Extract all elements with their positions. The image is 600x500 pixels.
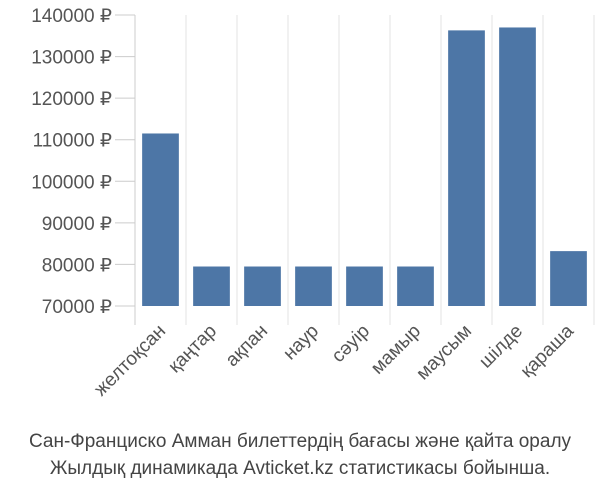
x-tick-label: сәуір [328, 321, 374, 367]
y-tick-label: 90000 ₽ [42, 214, 112, 235]
x-tick-label: маусым [412, 321, 476, 385]
bar [448, 30, 485, 306]
x-tick-label: наур [279, 321, 323, 365]
bar [550, 251, 587, 306]
bar [346, 266, 383, 306]
caption: Жылдық динамикада Avticket.kz статистика… [50, 458, 550, 479]
x-tick-label: желтоқсан [90, 321, 170, 401]
x-tick-label: қаңтар [164, 321, 221, 378]
y-tick-label: 80000 ₽ [42, 255, 112, 276]
y-tick-label: 130000 ₽ [31, 48, 112, 69]
y-tick-label: 120000 ₽ [31, 89, 112, 110]
bar [295, 266, 332, 306]
caption: Сан-Франциско Амман билеттердің бағасы ж… [29, 431, 572, 452]
bar [397, 266, 434, 306]
y-tick-label: 140000 ₽ [31, 6, 112, 27]
y-tick-label: 110000 ₽ [33, 131, 112, 152]
y-tick-label: 100000 ₽ [31, 172, 112, 193]
bar [142, 133, 179, 306]
bar [499, 27, 536, 306]
x-tick-label: қараша [517, 320, 579, 382]
y-tick-label: 70000 ₽ [42, 297, 112, 318]
bar [244, 266, 281, 306]
bar [193, 266, 230, 306]
x-tick-label: ақпан [222, 321, 272, 371]
